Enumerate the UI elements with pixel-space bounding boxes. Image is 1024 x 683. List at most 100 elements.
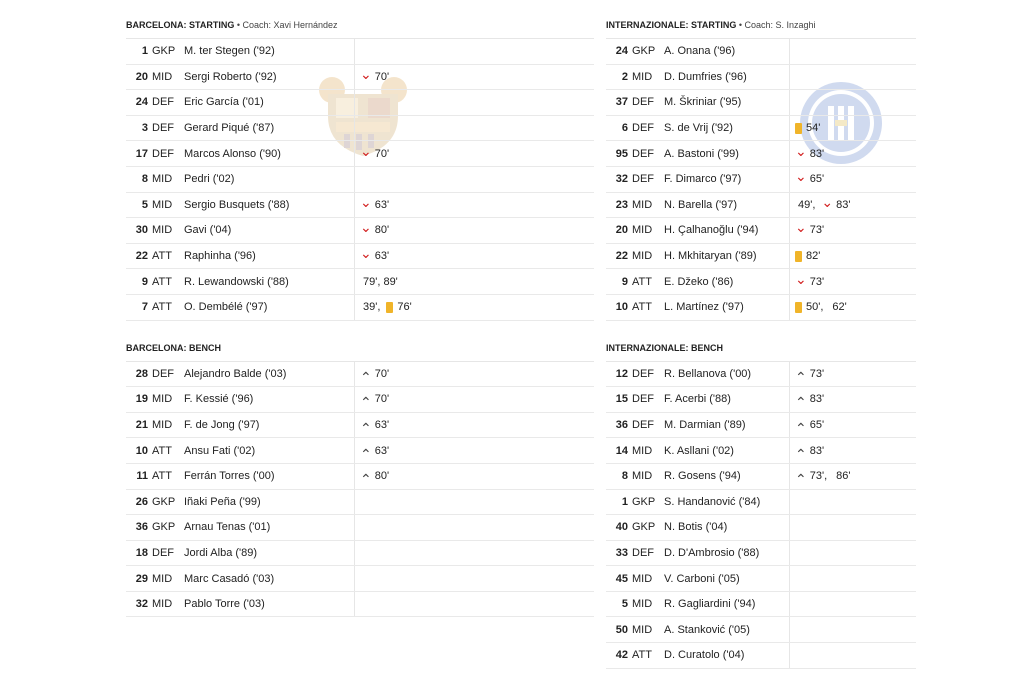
event-minute: 80' [374,224,390,237]
position: MID [152,173,173,186]
position: ATT [152,301,172,314]
position: DEF [152,122,174,135]
player-row[interactable]: 7 ATT O. Dembélé ('97) 39', 76' [126,294,594,321]
event-minute: 63' [374,419,390,432]
player-row[interactable]: 20 MID H. Çalhanoğlu ('94) ⌄ 73' [606,218,916,244]
shirt-number: 24 [615,45,628,58]
position: MID [632,572,653,585]
player-row[interactable]: 32 DEF F. Dimarco ('97) ⌄ 65' [606,166,916,193]
event-off: ⌄ 65' [795,169,824,185]
player-row[interactable]: 5 MID Sergio Busquets ('88) ⌄ 63' [126,192,594,219]
position: ATT [152,470,172,483]
home-bench-list: 28 DEF Alejandro Balde ('03) ⌃ 70' 19 MID F. Ke… [126,360,594,618]
shirt-number: 22 [135,250,148,263]
player-row[interactable]: 18 DEF Jordi Alba ('89) [126,540,594,567]
home-bench-title: BARCELONA: BENCH [126,342,221,353]
player-name: S. Handanović ('84) [664,495,761,508]
player-row[interactable]: 30 MID Gavi ('04) ⌄ 80' [126,218,594,244]
player-events [354,489,594,515]
position: MID [152,572,173,585]
chevron-up-icon: ⌃ [360,420,372,437]
player-row[interactable]: 95 DEF A. Bastoni ('99) ⌄ 83' [606,141,916,167]
player-row[interactable]: 22 ATT Raphinha ('96) ⌄ 63' [126,243,594,270]
player-events [354,166,594,192]
event-off: ⌄ 70' [360,67,389,83]
player-row[interactable]: 19 MID F. Kessié ('96) ⌃ 70' [126,387,594,413]
player-row[interactable]: 2 MID D. Dumfries ('96) [606,64,916,91]
player-row[interactable]: 9 ATT R. Lewandowski ('88) 79', 89' [126,269,594,295]
player-row[interactable]: 24 DEF Eric García ('01) [126,90,594,116]
shirt-number: 1 [621,495,628,508]
player-row[interactable]: 10 ATT Ansu Fati ('02) ⌃ 63' [126,438,594,464]
player-row[interactable]: 12 DEF R. Bellanova ('00) ⌃ 73' [606,361,916,388]
away-coach: • Coach: S. Inzaghi [738,20,816,30]
player-events: ⌄ 83' [789,141,916,166]
player-row[interactable]: 20 MID Sergi Roberto ('92) ⌄ 70' [126,64,594,91]
player-events: 54' [789,115,916,141]
player-row[interactable]: 10 ATT L. Martínez ('97) 50', 62' [606,294,916,321]
player-row[interactable]: 29 MID Marc Casadó ('03) [126,566,594,592]
shirt-number: 21 [135,419,148,432]
player-row[interactable]: 1 GKP S. Handanović ('84) [606,489,916,516]
shirt-number: 23 [615,198,628,211]
chevron-up-icon: ⌃ [360,368,372,385]
player-row[interactable]: 9 ATT E. Džeko ('86) ⌄ 73' [606,269,916,295]
player-row[interactable]: 15 DEF F. Acerbi ('88) ⌃ 83' [606,387,916,413]
player-row[interactable]: 8 MID Pedri ('02) [126,166,594,193]
shirt-number: 33 [615,546,628,559]
shirt-number: 2 [621,70,628,83]
player-row[interactable]: 1 GKP M. ter Stegen ('92) [126,39,594,65]
player-row[interactable]: 50 MID A. Stanković ('05) [606,617,916,644]
player-name: Arnau Tenas ('01) [184,521,271,534]
player-row[interactable]: 42 ATT D. Curatolo ('04) [606,643,916,669]
player-row[interactable]: 3 DEF Gerard Piqué ('87) [126,115,594,142]
chevron-down-icon: ⌄ [821,193,834,210]
player-row[interactable]: 22 MID H. Mkhitaryan ('89) 82' [606,243,916,270]
player-row[interactable]: 36 DEF M. Darmian ('89) ⌃ 65' [606,412,916,439]
player-row[interactable]: 5 MID R. Gagliardini ('94) [606,591,916,618]
player-name: F. Dimarco ('97) [664,173,742,186]
player-row[interactable]: 36 GKP Arnau Tenas ('01) [126,515,594,541]
player-row[interactable]: 45 MID V. Carboni ('05) [606,566,916,592]
event-on: ⌃ 70' [360,364,389,384]
away-bench-list: 12 DEF R. Bellanova ('00) ⌃ 73' 15 DEF F. Acerb… [606,360,916,669]
shirt-number: 9 [141,275,148,288]
position: MID [632,198,653,211]
player-row[interactable]: 33 DEF D. D'Ambrosio ('88) [606,540,916,567]
player-row[interactable]: 6 DEF S. de Vrij ('92) 54' [606,115,916,142]
player-row[interactable]: 37 DEF M. Škriniar ('95) [606,90,916,116]
event-goal: 39', [360,301,380,313]
player-events [354,591,594,617]
player-row[interactable]: 32 MID Pablo Torre ('03) [126,591,594,618]
player-row[interactable]: 28 DEF Alejandro Balde ('03) ⌃ 70' [126,361,594,388]
event-minute: 70' [374,367,390,380]
yellow-card-icon [795,122,802,134]
shirt-number: 32 [615,173,628,186]
yellow-card-icon [795,250,802,262]
player-row[interactable]: 40 GKP N. Botis ('04) [606,515,916,541]
event-off: ⌄ 63' [360,246,390,263]
player-row[interactable]: 11 ATT Ferrán Torres ('00) ⌃ 80' [126,463,594,490]
player-row[interactable]: 21 MID F. de Jong ('97) ⌃ 63' [126,412,594,439]
chevron-up-icon: ⌃ [360,471,372,488]
position: ATT [152,444,172,457]
player-events: ⌃ 65' [789,412,916,438]
home-team-lineup: BARCELONA: STARTING • Coach: Xavi Hernán… [126,12,594,618]
player-row[interactable]: 23 MID N. Barella ('97) 49', ⌄ 83' [606,192,916,219]
home-starting-list: 1 GKP M. ter Stegen ('92) 20 MID Sergi Robert… [126,38,594,321]
player-events [789,540,916,566]
player-row[interactable]: 26 GKP Iñaki Peña ('99) [126,489,594,516]
chevron-down-icon: ⌄ [360,245,372,262]
event-minute: 63' [374,250,390,263]
player-row[interactable]: 24 GKP A. Onana ('96) [606,39,916,65]
player-events: ⌄ 73' [789,218,916,243]
event-minute: 70' [374,393,390,406]
player-row[interactable]: 17 DEF Marcos Alonso ('90) ⌄ 70' [126,141,594,167]
player-row[interactable]: 8 MID R. Gosens ('94) ⌃ 73', 86' [606,463,916,490]
home-coach: • Coach: Xavi Hernández [236,20,338,30]
position: DEF [632,419,654,432]
player-row[interactable]: 14 MID K. Asllani ('02) ⌃ 83' [606,438,916,464]
position: MID [632,250,653,263]
event-minute: 83' [836,198,851,211]
event-on: ⌃ 73' [795,364,824,384]
